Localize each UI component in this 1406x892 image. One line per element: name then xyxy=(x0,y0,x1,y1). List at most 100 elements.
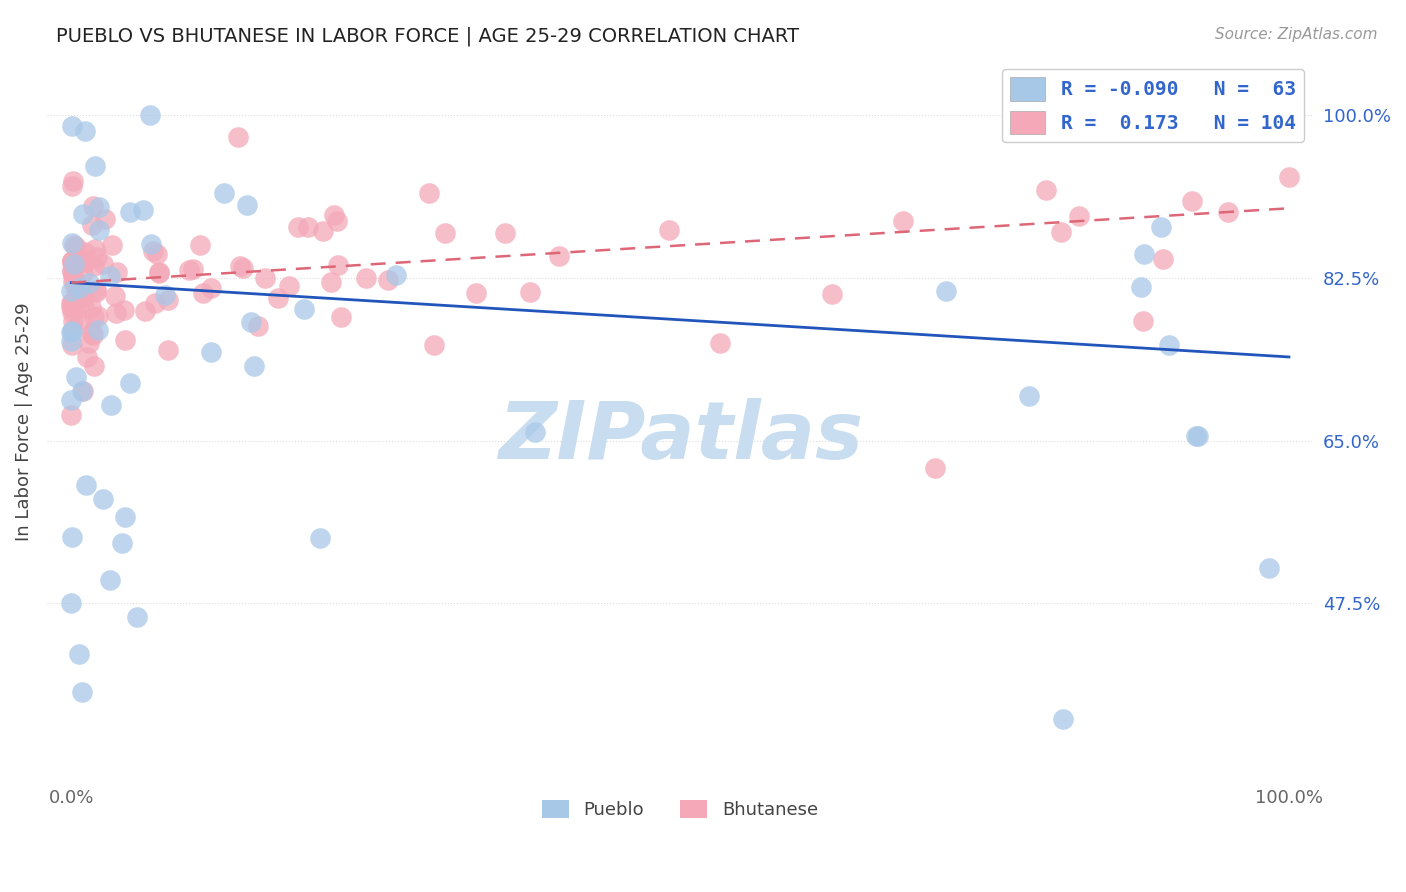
Point xyxy=(1258,561,1281,575)
Point xyxy=(60,305,83,319)
Point xyxy=(309,531,332,545)
Point xyxy=(236,198,259,212)
Point xyxy=(65,240,87,254)
Point xyxy=(60,254,83,268)
Point xyxy=(70,684,93,698)
Point xyxy=(62,268,84,283)
Point xyxy=(76,350,98,364)
Point xyxy=(60,334,83,349)
Point xyxy=(83,310,105,325)
Point xyxy=(494,226,516,240)
Point xyxy=(84,283,107,297)
Point xyxy=(1035,183,1057,197)
Point xyxy=(385,268,408,282)
Point xyxy=(104,306,127,320)
Point xyxy=(325,214,347,228)
Point xyxy=(1265,108,1288,122)
Point xyxy=(62,235,84,250)
Point xyxy=(60,119,83,133)
Point xyxy=(156,343,179,357)
Point xyxy=(62,314,84,328)
Point xyxy=(1132,313,1154,327)
Point xyxy=(1216,108,1239,122)
Point xyxy=(60,263,83,277)
Point xyxy=(72,300,94,314)
Point xyxy=(354,270,377,285)
Point xyxy=(292,302,315,317)
Point xyxy=(134,304,156,318)
Point xyxy=(212,186,235,200)
Point xyxy=(127,610,149,624)
Point xyxy=(83,259,105,273)
Point xyxy=(83,242,105,256)
Point xyxy=(1150,219,1173,234)
Point xyxy=(86,322,108,336)
Point xyxy=(60,295,83,310)
Text: ZIPatlas: ZIPatlas xyxy=(498,398,863,475)
Text: PUEBLO VS BHUTANESE IN LABOR FORCE | AGE 25-29 CORRELATION CHART: PUEBLO VS BHUTANESE IN LABOR FORCE | AGE… xyxy=(56,27,799,46)
Point xyxy=(709,336,731,351)
Point xyxy=(60,178,83,193)
Point xyxy=(65,369,87,384)
Point xyxy=(63,274,86,288)
Point xyxy=(91,256,114,270)
Point xyxy=(1278,108,1301,122)
Point xyxy=(319,276,342,290)
Point xyxy=(145,247,167,261)
Point xyxy=(1152,252,1174,266)
Point xyxy=(63,238,86,252)
Point xyxy=(73,253,96,268)
Point xyxy=(297,220,319,235)
Point xyxy=(1187,429,1209,443)
Point xyxy=(91,491,114,506)
Point xyxy=(200,280,222,294)
Point xyxy=(253,271,276,285)
Point xyxy=(1018,389,1040,403)
Point xyxy=(69,312,91,326)
Point xyxy=(67,285,90,299)
Point xyxy=(79,277,101,291)
Point xyxy=(60,255,83,269)
Point xyxy=(87,309,110,323)
Point xyxy=(177,262,200,277)
Point xyxy=(1069,210,1091,224)
Point xyxy=(60,324,83,338)
Point xyxy=(323,208,346,222)
Point xyxy=(86,250,108,264)
Point xyxy=(519,285,541,299)
Point xyxy=(75,478,97,492)
Point xyxy=(60,294,83,309)
Point xyxy=(377,272,399,286)
Point xyxy=(418,186,440,200)
Point xyxy=(326,258,349,272)
Point xyxy=(62,257,84,271)
Point xyxy=(60,393,83,408)
Point xyxy=(75,124,97,138)
Point xyxy=(132,202,155,217)
Point xyxy=(139,108,162,122)
Point xyxy=(1278,108,1301,122)
Point xyxy=(1216,204,1239,219)
Point xyxy=(1133,247,1156,261)
Point xyxy=(658,223,681,237)
Point xyxy=(523,425,546,440)
Legend: Pueblo, Bhutanese: Pueblo, Bhutanese xyxy=(534,792,825,826)
Point xyxy=(287,220,309,235)
Point xyxy=(60,596,83,610)
Point xyxy=(156,293,179,307)
Point xyxy=(200,344,222,359)
Point xyxy=(62,174,84,188)
Point xyxy=(70,384,93,399)
Point xyxy=(1278,108,1301,122)
Point xyxy=(84,285,107,299)
Point xyxy=(1050,226,1073,240)
Point xyxy=(229,259,252,273)
Point xyxy=(60,300,83,314)
Point xyxy=(62,323,84,337)
Point xyxy=(120,205,142,219)
Point xyxy=(148,266,170,280)
Point xyxy=(67,648,90,662)
Point xyxy=(80,218,103,232)
Y-axis label: In Labor Force | Age 25-29: In Labor Force | Age 25-29 xyxy=(15,302,32,541)
Point xyxy=(1253,108,1275,122)
